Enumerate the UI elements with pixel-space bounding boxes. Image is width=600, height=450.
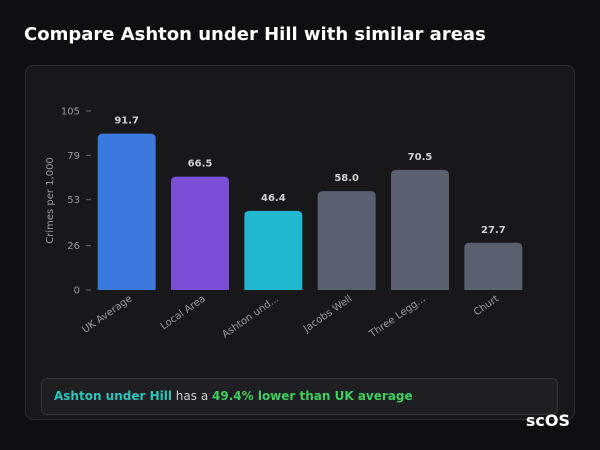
x-tick-label: Churt [472,293,501,318]
x-tick-label: Ashton und... [220,293,281,340]
chart-title: Compare Ashton under Hill with similar a… [24,24,486,45]
x-tick-label: Three Legg... [367,293,428,340]
bar [244,210,303,290]
value-label: 66.5 [188,159,213,170]
y-tick-label: 105 [61,107,80,118]
y-tick-label: 79 [67,151,80,162]
bar [317,191,376,290]
value-label: 70.5 [408,152,433,163]
note-text: has a [175,389,209,403]
value-label: 58.0 [334,173,359,184]
value-label: 91.7 [114,116,139,127]
y-axis-label: Crimes per 1,000 [45,157,56,244]
y-tick-label: 26 [67,241,80,252]
x-tick-label: Local Area [159,293,208,332]
bar [464,242,523,290]
value-label: 27.7 [481,225,506,236]
logo: scOS [525,411,570,430]
bar [97,133,156,290]
value-label: 46.4 [261,193,286,204]
x-tick-label: Jacobs Well [301,293,354,335]
x-tick-label: UK Average [80,293,134,335]
y-tick-label: 0 [74,286,80,297]
bar [171,176,229,290]
note-area: Ashton under Hill [54,389,172,403]
note-highlight: 49.4% lower than UK average [212,389,413,403]
note: Ashton under Hill has a 49.4% lower than… [41,378,558,415]
bar [391,169,449,290]
y-tick-label: 53 [67,195,80,206]
